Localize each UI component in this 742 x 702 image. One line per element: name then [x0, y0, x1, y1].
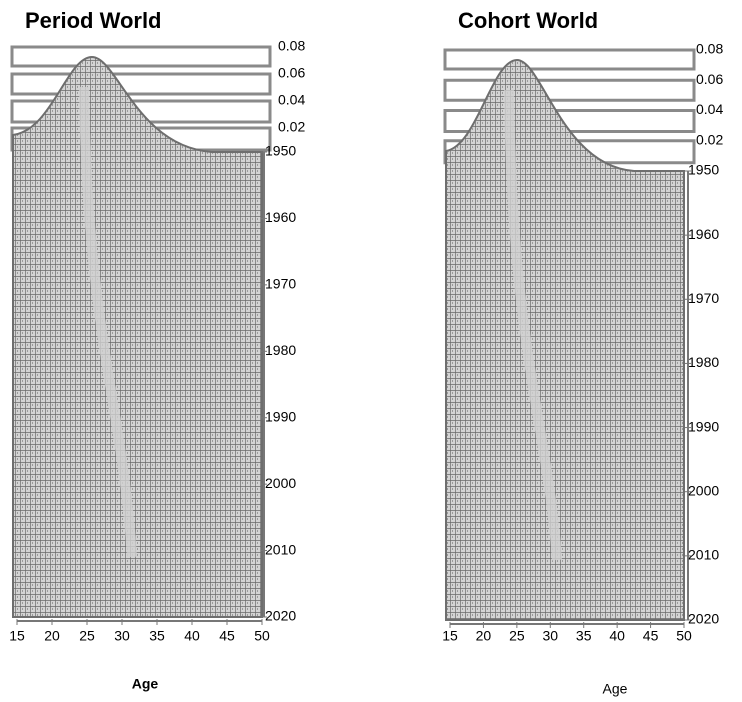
chart-title: Cohort World [458, 8, 598, 33]
x-tick-label: 25 [509, 628, 525, 644]
x-tick-label: 35 [576, 628, 592, 644]
surface-ridge [79, 86, 137, 558]
x-axis-label: Age [132, 676, 159, 692]
x-tick-label: 20 [476, 628, 492, 644]
x-tick-label: 40 [609, 628, 625, 644]
x-tick-label: 15 [442, 628, 458, 644]
x-tick-label: 50 [676, 628, 692, 644]
surface [445, 58, 685, 621]
y-tick-label: 1970 [688, 290, 719, 306]
surface-ridge [504, 89, 562, 561]
x-tick-label: 25 [79, 628, 95, 644]
y-tick-label: 1980 [265, 342, 296, 358]
y-tick-label: 2020 [265, 608, 296, 624]
y-tick-label: 2010 [688, 547, 719, 563]
y-tick-label: 1980 [688, 354, 719, 370]
z-plane [443, 78, 696, 102]
y-tick-label: 1990 [688, 418, 719, 434]
y-tick-label: 1960 [265, 209, 296, 225]
x-tick-label: 30 [114, 628, 130, 644]
z-tick-label: 0.08 [696, 41, 723, 57]
x-tick-label: 35 [149, 628, 165, 644]
y-tick-label: 1970 [265, 276, 296, 292]
y-tick-label: 1960 [688, 226, 719, 242]
x-axis-label: Age [603, 681, 628, 697]
z-tick-label: 0.06 [696, 71, 723, 87]
y-tick-label: 2020 [688, 611, 719, 627]
z-tick-label: 0.08 [278, 38, 305, 54]
z-tick-label: 0.06 [278, 65, 305, 81]
x-tick-label: 40 [184, 628, 200, 644]
z-tick-label: 0.02 [696, 131, 723, 147]
z-plane [10, 45, 272, 68]
y-tick-label: 1990 [265, 408, 296, 424]
y-tick-label: 2000 [265, 475, 296, 491]
surface [12, 55, 263, 618]
z-tick-label: 0.04 [278, 92, 305, 108]
chart-title: Period World [25, 8, 162, 33]
x-tick-label: 15 [9, 628, 25, 644]
x-tick-label: 45 [643, 628, 659, 644]
z-tick-label: 0.02 [278, 119, 305, 135]
x-tick-label: 20 [44, 628, 60, 644]
x-tick-label: 50 [254, 628, 270, 644]
x-tick-label: 45 [219, 628, 235, 644]
z-plane [443, 48, 696, 71]
y-tick-label: 1950 [265, 143, 296, 159]
y-tick-label: 2010 [265, 541, 296, 557]
z-plane [10, 72, 272, 96]
y-tick-label: 1950 [688, 162, 719, 178]
z-tick-label: 0.04 [696, 101, 723, 117]
x-tick-label: 30 [542, 628, 558, 644]
y-tick-label: 2000 [688, 482, 719, 498]
